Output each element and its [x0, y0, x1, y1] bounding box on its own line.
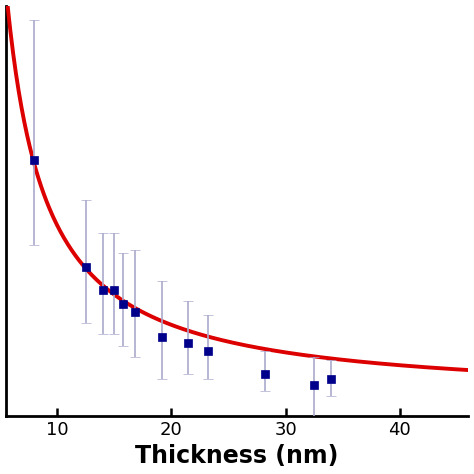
X-axis label: Thickness (nm): Thickness (nm) [135, 445, 339, 468]
